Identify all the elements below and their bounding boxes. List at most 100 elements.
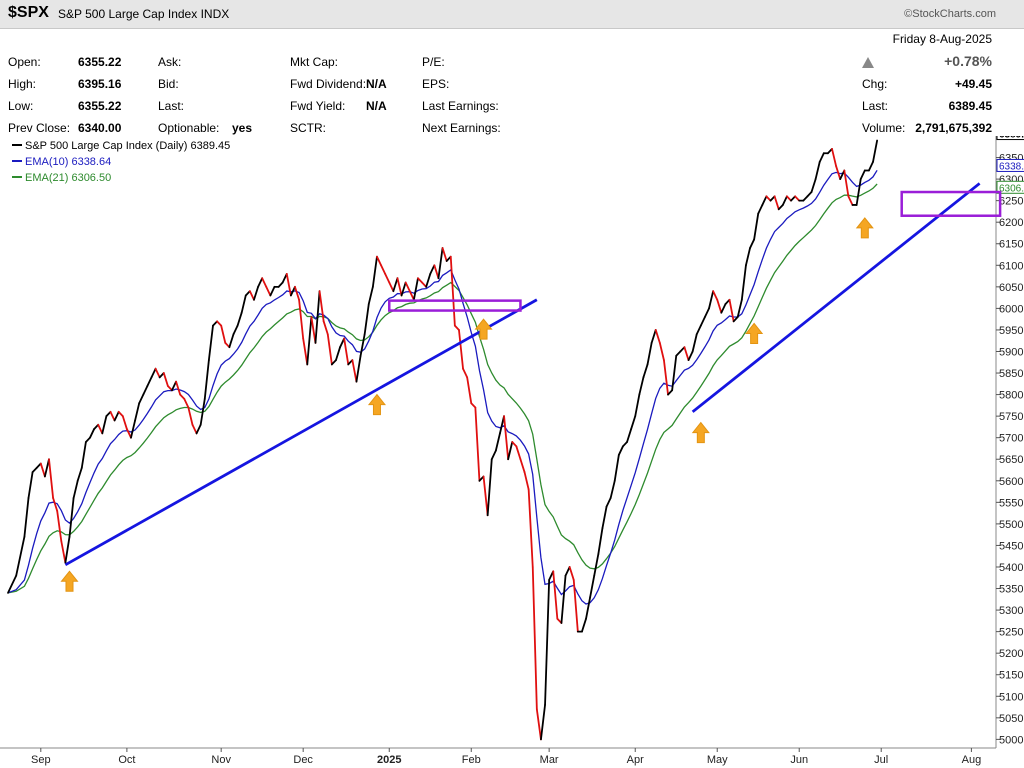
y-tick-label: 5750 [999, 411, 1023, 423]
title-bar: $SPX S&P 500 Large Cap Index INDX ©Stock… [0, 0, 1024, 29]
price-segment [371, 255, 378, 288]
price-segment [39, 462, 46, 478]
price-segment [322, 320, 329, 336]
prevclose-label: Prev Close: [8, 121, 71, 135]
price-segment [589, 574, 596, 599]
price-segment [253, 285, 259, 301]
price-segment [244, 290, 251, 297]
last-value-tag: 6306.50 [999, 183, 1024, 194]
price-segment [773, 195, 780, 211]
price-segment [343, 337, 350, 366]
price-segment [535, 708, 542, 741]
last-value-tag: 6389.45 [999, 136, 1024, 141]
price-segment [859, 169, 866, 180]
price-segment [212, 320, 218, 327]
price-segment [330, 359, 337, 366]
brand-watermark[interactable]: ©StockCharts.com [904, 8, 996, 20]
price-segment [134, 402, 141, 422]
y-tick-label: 5350 [999, 584, 1023, 596]
price-segment [191, 423, 198, 435]
price-segment [404, 281, 411, 293]
fwdyield-label: Fwd Yield: [290, 99, 346, 113]
trendline [64, 298, 538, 567]
price-segment [515, 445, 522, 461]
price-segment [519, 458, 526, 474]
price-segment [437, 247, 444, 280]
price-segment [367, 285, 374, 305]
price-segment [76, 466, 83, 482]
last-value-tag-box [996, 158, 1024, 172]
price-segment [236, 311, 243, 327]
price-segment [753, 212, 760, 241]
price-segment [261, 277, 268, 288]
open-value: 6355.22 [78, 55, 122, 69]
price-segment [93, 423, 100, 430]
last-price-label: Last: [862, 99, 889, 113]
price-segment [458, 329, 464, 370]
x-tick-label: Mar [540, 754, 559, 766]
price-segment [384, 273, 391, 284]
price-segment [712, 290, 719, 301]
price-segment [207, 324, 214, 362]
volume-value: 2,791,675,392 [915, 121, 992, 135]
price-segment [642, 363, 649, 379]
support-arrow-icon [60, 570, 79, 592]
price-segment [130, 419, 136, 439]
price-segment [855, 178, 862, 206]
price-segment [15, 535, 26, 577]
price-segment [499, 415, 505, 435]
price-segment [728, 298, 735, 323]
price-segment [872, 139, 879, 163]
price-segment [294, 285, 300, 301]
price-segment [745, 247, 751, 267]
price-segment [675, 350, 682, 357]
price-segment [699, 316, 706, 327]
price-segment [687, 350, 694, 362]
price-segment [113, 410, 120, 422]
price-segment [31, 466, 38, 474]
price-segment [7, 574, 18, 594]
y-tick-label: 5600 [999, 476, 1023, 488]
y-tick-label: 6000 [999, 303, 1023, 315]
price-segment [125, 428, 132, 439]
price-segment [527, 488, 534, 568]
price-segment [441, 247, 448, 262]
price-segment [560, 574, 567, 624]
y-tick-label: 5150 [999, 670, 1023, 682]
price-segment [761, 195, 768, 206]
support-arrow-icon [745, 322, 764, 344]
y-tick-label: 5050 [999, 713, 1023, 725]
price-segment [277, 281, 284, 288]
price-segment [269, 285, 276, 297]
y-tick-label: 5250 [999, 627, 1023, 639]
x-tick-label: Nov [211, 754, 231, 766]
prevclose-value: 6340.00 [78, 121, 122, 135]
x-tick-label: Sep [31, 754, 51, 766]
x-tick-label: Aug [962, 754, 982, 766]
price-segment [810, 178, 817, 193]
price-segment [27, 471, 34, 499]
price-segment [749, 238, 756, 249]
low-label: Low: [8, 99, 34, 113]
low-value: 6355.22 [78, 99, 122, 113]
price-segment [847, 195, 854, 206]
price-segment [523, 471, 530, 491]
last-value-tag: 6338.64 [999, 161, 1024, 172]
price-chart[interactable]: 5000 5050 5100 5150 5200 5250 5300 5350 5400 5450… [0, 136, 1024, 768]
price-segment [482, 475, 489, 517]
price-segment [117, 410, 124, 418]
y-tick-label: 5400 [999, 562, 1023, 574]
y-tick-label: 5100 [999, 691, 1023, 703]
price-segment [281, 273, 288, 284]
price-segment [396, 277, 403, 297]
price-segment [601, 505, 608, 530]
y-tick-label: 6150 [999, 239, 1023, 251]
price-segment [654, 329, 661, 344]
ema21-line [7, 183, 878, 594]
price-segment [257, 277, 264, 288]
sctr-label: SCTR: [290, 121, 326, 135]
price-segment [203, 359, 210, 400]
price-segment [52, 497, 59, 512]
price-segment [72, 479, 79, 499]
y-tick-label: 5850 [999, 368, 1023, 380]
